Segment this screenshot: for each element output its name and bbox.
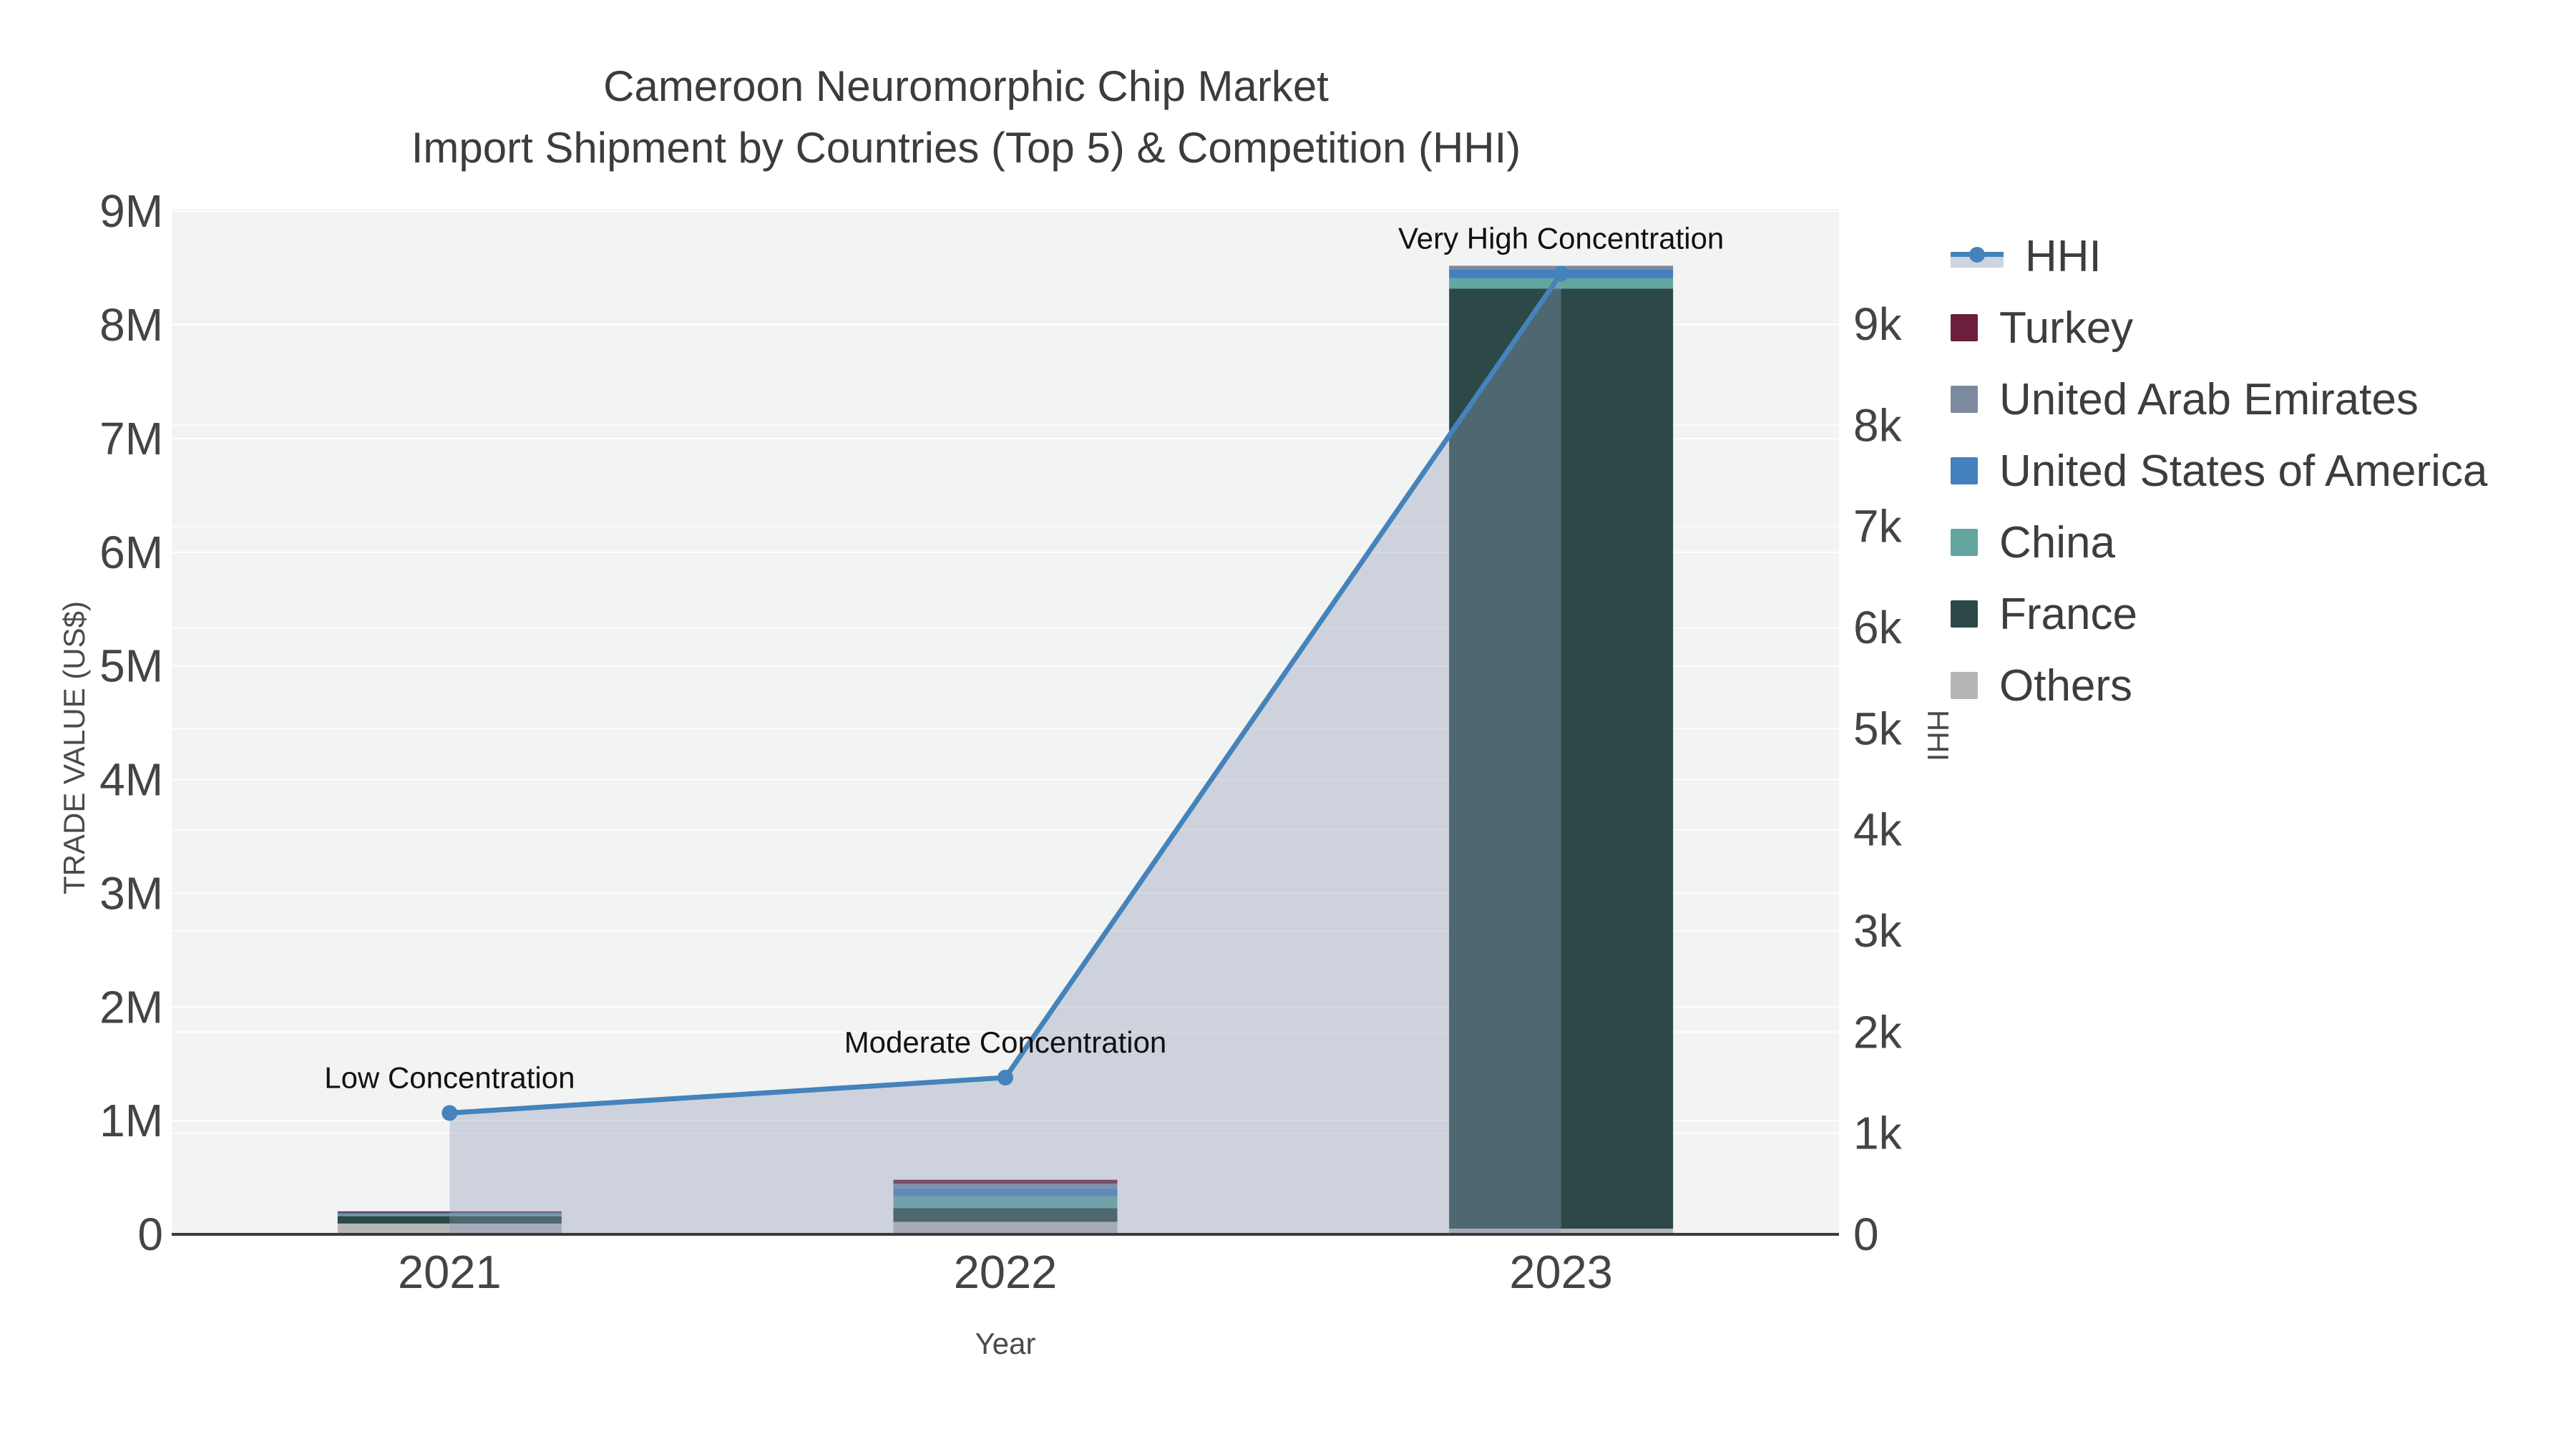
hhi-marker-2021[interactable] xyxy=(441,1105,458,1121)
legend-item-turkey[interactable]: Turkey xyxy=(1951,292,2487,364)
bar-segment-france[interactable] xyxy=(337,1216,562,1224)
legend-swatch-icon xyxy=(1951,529,1978,556)
right-axis-tick-3k: 3k xyxy=(1853,905,1903,957)
hhi-marker-2022[interactable] xyxy=(997,1069,1013,1085)
legend-swatch-icon xyxy=(1951,672,1978,699)
legend-item-france[interactable]: France xyxy=(1951,578,2487,650)
x-axis-tick-2021: 2021 xyxy=(398,1246,502,1298)
legend-label: Turkey xyxy=(1999,303,2134,353)
legend: HHI Turkey United Arab Emirates United Stat… xyxy=(1951,220,2487,721)
x-axis-tick-2023: 2023 xyxy=(1509,1246,1613,1298)
bar-segment-others[interactable] xyxy=(893,1221,1118,1234)
bar-segment-france[interactable] xyxy=(893,1208,1118,1222)
right-axis-tick-5k: 5k xyxy=(1853,703,1903,754)
legend-item-china[interactable]: China xyxy=(1951,507,2487,578)
bar-segment-united-states-of-america[interactable] xyxy=(893,1188,1118,1196)
legend-label: France xyxy=(1999,589,2137,639)
x-axis-title: Year xyxy=(975,1327,1036,1360)
bar-segment-others[interactable] xyxy=(337,1223,562,1234)
right-axis-title: HHI xyxy=(1921,710,1955,761)
right-axis-tick-2k: 2k xyxy=(1853,1006,1903,1058)
chart-title-line2: Import Shipment by Countries (Top 5) & C… xyxy=(411,124,1521,172)
legend-label: China xyxy=(1999,517,2115,567)
left-axis-title: TRADE VALUE (US$) xyxy=(57,601,91,894)
bar-segment-turkey[interactable] xyxy=(337,1211,562,1213)
legend-item-united-states-of-america[interactable]: United States of America xyxy=(1951,435,2487,507)
legend-label: United Arab Emirates xyxy=(1999,374,2419,424)
bar-segment-united-arab-emirates[interactable] xyxy=(337,1212,562,1214)
bar-segment-united-arab-emirates[interactable] xyxy=(893,1184,1118,1189)
hhi-line-swatch-icon xyxy=(1951,242,2004,270)
right-axis-tick-6k: 6k xyxy=(1853,602,1903,653)
legend-label: HHI xyxy=(2025,231,2102,281)
chart-title: Cameroon Neuromorphic Chip Market Import… xyxy=(0,56,1932,179)
legend-label: Others xyxy=(1999,660,2133,711)
annotation-moderate-concentration: Moderate Concentration xyxy=(844,1025,1167,1059)
bar-segment-others[interactable] xyxy=(1449,1229,1674,1234)
right-axis-tick-0: 0 xyxy=(1853,1209,1879,1260)
left-axis-tick-1M: 1M xyxy=(99,1095,163,1146)
left-axis-tick-7M: 7M xyxy=(99,413,163,464)
legend-item-hhi[interactable]: HHI xyxy=(1951,220,2487,292)
legend-label: United States of America xyxy=(1999,446,2488,496)
right-axis-tick-8k: 8k xyxy=(1853,399,1903,451)
x-axis-tick-2022: 2022 xyxy=(954,1246,1058,1298)
left-axis-tick-5M: 5M xyxy=(99,640,163,692)
right-axis-tick-4k: 4k xyxy=(1853,804,1903,856)
left-axis-tick-4M: 4M xyxy=(99,754,163,806)
bar-segment-france[interactable] xyxy=(1449,288,1674,1229)
legend-swatch-icon xyxy=(1951,457,1978,484)
left-axis-tick-3M: 3M xyxy=(99,867,163,919)
legend-swatch-icon xyxy=(1951,386,1978,413)
right-axis-tick-1k: 1k xyxy=(1853,1108,1903,1159)
legend-item-united-arab-emirates[interactable]: United Arab Emirates xyxy=(1951,364,2487,435)
left-axis-tick-0: 0 xyxy=(137,1209,163,1260)
legend-swatch-icon xyxy=(1951,600,1978,628)
bar-segment-china[interactable] xyxy=(1449,278,1674,289)
chart-title-line1: Cameroon Neuromorphic Chip Market xyxy=(603,62,1329,110)
bar-segment-china[interactable] xyxy=(893,1196,1118,1209)
bar-segment-turkey[interactable] xyxy=(893,1179,1118,1184)
left-axis-tick-6M: 6M xyxy=(99,527,163,578)
left-axis-tick-9M: 9M xyxy=(99,185,163,237)
legend-swatch-icon xyxy=(1951,314,1978,341)
hhi-marker-2023[interactable] xyxy=(1553,265,1569,282)
right-axis-tick-9k: 9k xyxy=(1853,298,1903,350)
legend-item-others[interactable]: Others xyxy=(1951,650,2487,721)
annotation-low-concentration: Low Concentration xyxy=(324,1060,575,1094)
left-axis-tick-8M: 8M xyxy=(99,299,163,351)
hhi-area-fill xyxy=(449,273,1561,1234)
bar-segment-china[interactable] xyxy=(337,1214,562,1216)
right-axis-tick-7k: 7k xyxy=(1853,501,1903,552)
left-axis-tick-2M: 2M xyxy=(99,981,163,1033)
bar-segment-united-states-of-america[interactable] xyxy=(337,1213,562,1215)
annotation-very-high-concentration: Very High Concentration xyxy=(1398,221,1724,255)
